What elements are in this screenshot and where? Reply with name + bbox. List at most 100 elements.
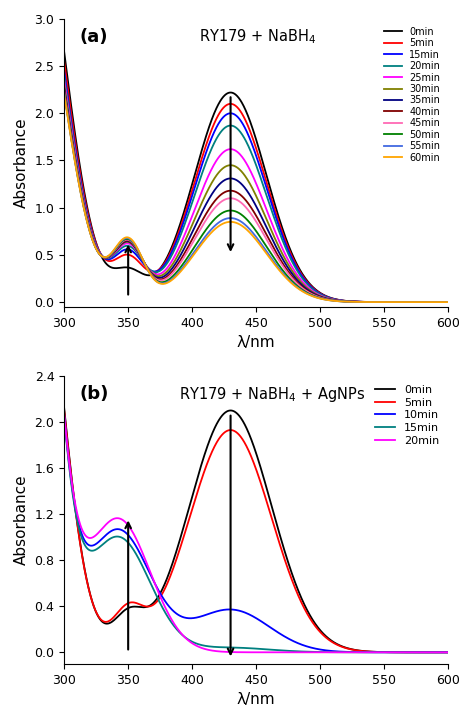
Line: 0min: 0min (64, 52, 448, 302)
0min (100, 618, 106, 627)
45min (368, 298, 374, 306)
20min (368, 298, 374, 306)
15min (325, 293, 331, 301)
0min (361, 647, 366, 655)
10min (100, 533, 106, 541)
20min (61, 71, 67, 80)
30min (61, 81, 67, 89)
45min (61, 87, 67, 96)
30min (230, 162, 236, 170)
15min (61, 66, 67, 75)
30min (217, 167, 222, 176)
60min (446, 298, 451, 306)
35min (61, 84, 67, 92)
20min (368, 648, 374, 657)
60min (230, 218, 236, 226)
Legend: 0min, 5min, 15min, 20min, 25min, 30min, 35min, 40min, 45min, 50min, 55min, 60min: 0min, 5min, 15min, 20min, 25min, 30min, … (381, 24, 443, 166)
55min (325, 296, 331, 304)
0min (61, 48, 67, 56)
Y-axis label: Absorbance: Absorbance (14, 118, 29, 208)
0min (368, 647, 374, 656)
5min (61, 406, 67, 415)
55min (100, 253, 106, 262)
15min (230, 110, 236, 118)
15min (325, 647, 331, 656)
20min (361, 298, 366, 306)
30min (368, 298, 374, 306)
0min (368, 298, 374, 306)
35min (325, 295, 331, 304)
15min (446, 648, 451, 657)
5min (217, 434, 222, 443)
15min (100, 539, 106, 548)
35min (368, 298, 374, 306)
Text: (a): (a) (80, 27, 108, 45)
25min (325, 294, 331, 303)
20min (100, 523, 106, 531)
Line: 15min: 15min (64, 417, 448, 653)
Line: 45min: 45min (64, 92, 448, 302)
Text: (b): (b) (80, 384, 109, 402)
40min (61, 85, 67, 94)
35min (100, 253, 106, 262)
5min (368, 647, 374, 656)
0min (61, 404, 67, 412)
15min (100, 253, 106, 262)
5min (361, 298, 366, 306)
25min (217, 152, 222, 161)
Line: 20min: 20min (64, 76, 448, 302)
Line: 25min: 25min (64, 80, 448, 302)
60min (100, 252, 106, 261)
20min (61, 411, 67, 420)
10min (368, 648, 374, 657)
35min (230, 174, 236, 183)
45min (217, 199, 222, 208)
50min (446, 298, 451, 306)
50min (230, 206, 236, 215)
55min (446, 298, 451, 306)
20min (361, 648, 366, 657)
Line: 60min: 60min (64, 94, 448, 302)
15min (368, 648, 374, 657)
45min (446, 298, 451, 306)
35min (361, 298, 366, 306)
25min (361, 298, 366, 306)
Line: 0min: 0min (64, 408, 448, 653)
Line: 20min: 20min (64, 415, 448, 653)
Legend: 0min, 5min, 10min, 15min, 20min: 0min, 5min, 10min, 15min, 20min (372, 381, 443, 449)
15min (217, 643, 222, 652)
20min (446, 648, 451, 657)
15min (446, 298, 451, 306)
Line: 15min: 15min (64, 71, 448, 302)
X-axis label: λ/nm: λ/nm (237, 692, 275, 707)
40min (368, 298, 374, 306)
55min (61, 89, 67, 98)
15min (361, 648, 366, 657)
Y-axis label: Absorbance: Absorbance (14, 474, 29, 565)
30min (361, 298, 366, 306)
60min (325, 296, 331, 304)
5min (446, 298, 451, 306)
5min (61, 57, 67, 66)
60min (217, 221, 222, 230)
40min (100, 253, 106, 262)
60min (368, 298, 374, 306)
15min (361, 298, 366, 306)
10min (325, 646, 331, 655)
Line: 5min: 5min (64, 410, 448, 653)
55min (230, 214, 236, 223)
55min (217, 218, 222, 226)
20min (446, 298, 451, 306)
40min (325, 295, 331, 304)
0min (217, 98, 222, 107)
0min (100, 255, 106, 264)
Text: RY179 + NaBH$_4$ + AgNPs: RY179 + NaBH$_4$ + AgNPs (179, 384, 365, 404)
5min (325, 634, 331, 643)
5min (217, 109, 222, 118)
0min (361, 298, 366, 306)
10min (230, 606, 236, 614)
5min (446, 648, 451, 657)
25min (100, 252, 106, 261)
5min (361, 647, 366, 655)
10min (217, 606, 222, 615)
